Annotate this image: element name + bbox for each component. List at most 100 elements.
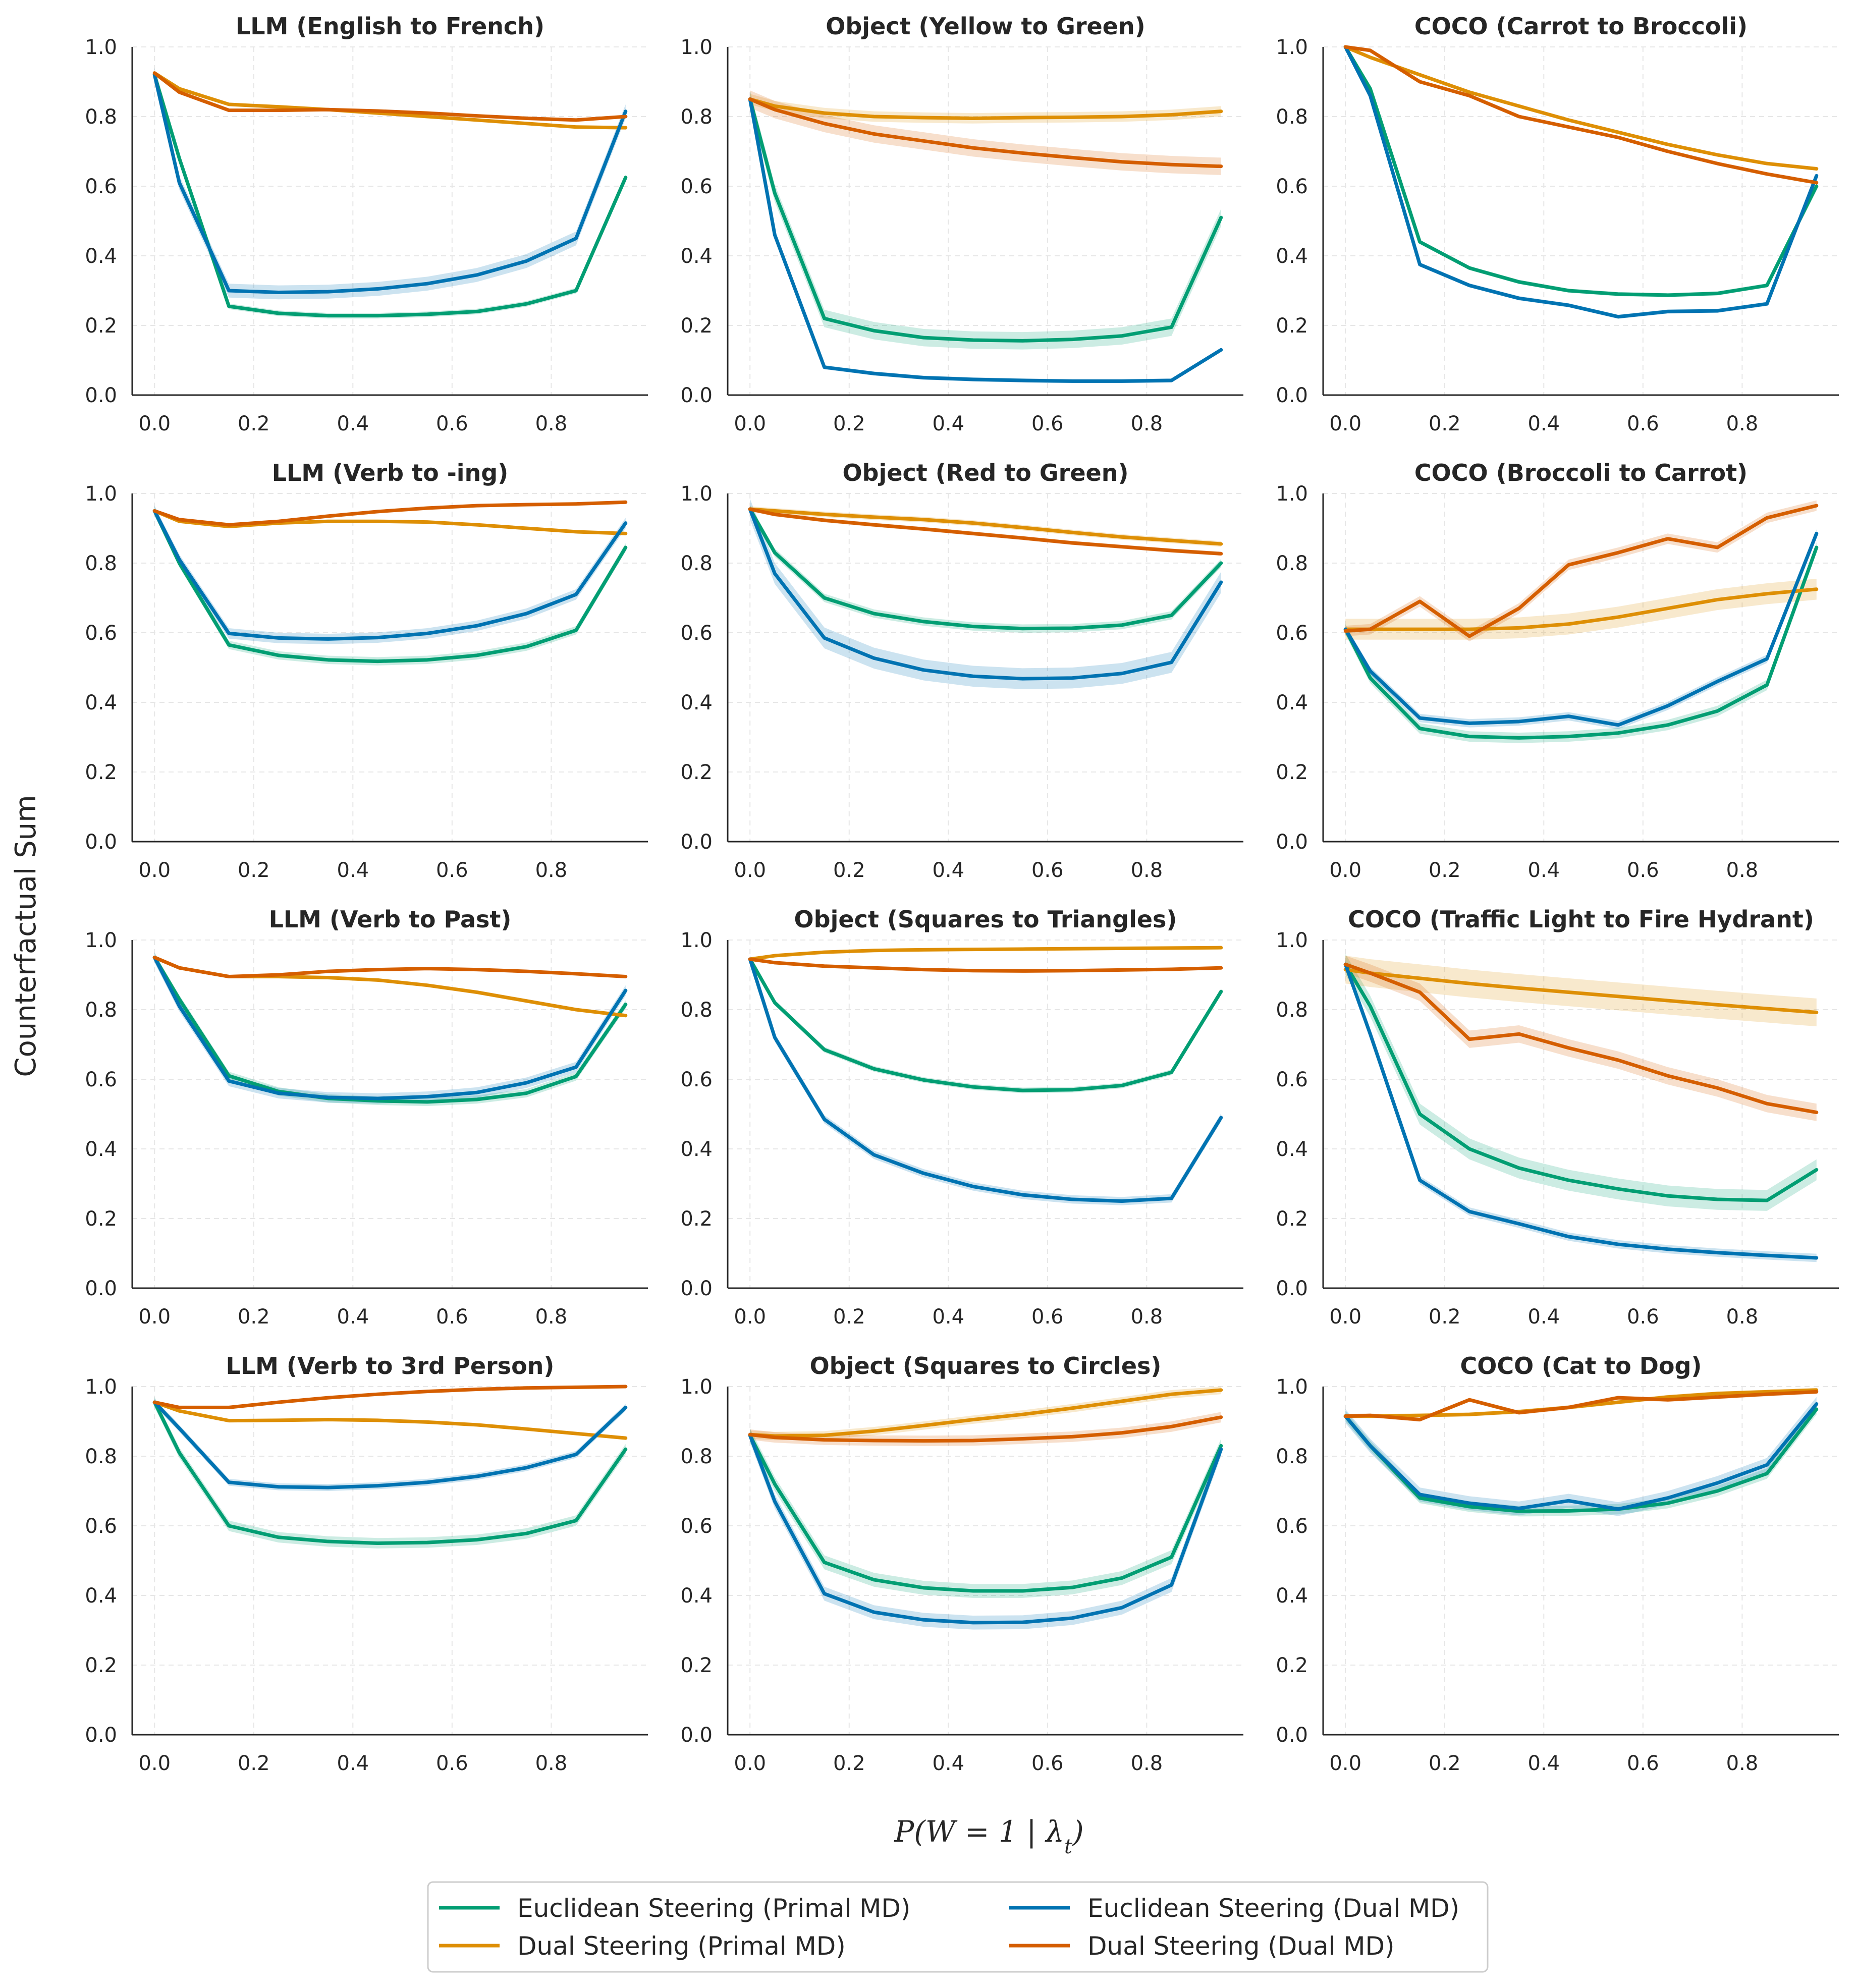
x-tick-label: 0.2 <box>833 859 865 882</box>
x-tick-label: 0.6 <box>436 1305 468 1329</box>
x-tick-label: 0.8 <box>535 1752 568 1775</box>
y-tick-label: 0.6 <box>85 1068 117 1091</box>
panel-object-red-to-green: 0.0 0.2 0.4 0.6 0.8 1.0 0.0 0.2 0.4 0.6 0.8 Object … <box>680 459 1243 882</box>
series-line-euclidean-steering-dual-md <box>748 1433 1223 1625</box>
x-tick-label: 0.6 <box>436 1752 468 1775</box>
y-tick-label: 0.4 <box>1276 1584 1308 1608</box>
panel-llm-english-to-french: 0.0 0.2 0.4 0.6 0.8 1.0 0.0 0.2 0.4 0.6 0.8 LLM (En… <box>85 13 648 435</box>
series-line-euclidean-steering-dual-md <box>152 73 628 294</box>
x-tick-label: 0.8 <box>1131 859 1163 882</box>
x-tick-label: 0.0 <box>734 412 766 435</box>
x-tick-label: 0.6 <box>1031 1752 1064 1775</box>
x-tick-label: 0.4 <box>337 859 369 882</box>
y-tick-label: 1.0 <box>85 929 117 952</box>
y-tick-label: 0.8 <box>85 999 117 1022</box>
series-line-dual-steering-primal-md <box>152 956 628 1018</box>
y-tick-label: 0.6 <box>1276 622 1308 645</box>
series-line-dual-steering-dual-md <box>152 500 628 527</box>
y-tick-label: 0.4 <box>680 1138 713 1161</box>
series-line-euclidean-steering-primal-md <box>748 507 1223 631</box>
panel-title: LLM (English to French) <box>236 13 544 40</box>
legend-frame <box>427 1881 1489 1973</box>
legend-label-dual-primal: Dual Steering (Primal MD) <box>517 1931 846 1961</box>
x-tick-label: 0.8 <box>1131 1752 1163 1775</box>
x-tick-label: 0.2 <box>238 412 270 435</box>
panel-title: LLM (Verb to 3rd Person) <box>226 1352 555 1379</box>
y-tick-label: 0.4 <box>85 691 117 714</box>
y-tick-label: 1.0 <box>680 1375 713 1399</box>
y-tick-label: 0.6 <box>680 1515 713 1538</box>
y-tick-label: 0.0 <box>1276 1724 1308 1747</box>
series-line-dual-steering-primal-md <box>1343 45 1819 171</box>
panel-coco-broccoli-to-carrot: 0.0 0.2 0.4 0.6 0.8 1.0 0.0 0.2 0.4 0.6 0.8 COCO (B… <box>1276 459 1839 882</box>
y-tick-label: 0.4 <box>1276 691 1308 714</box>
y-tick-label: 0.6 <box>1276 1515 1308 1538</box>
band-euclidean-steering-primal-md <box>750 956 1221 1093</box>
x-tick-label: 0.8 <box>1726 1305 1759 1329</box>
band-dual-steering-primal-md <box>1345 956 1817 1027</box>
legend-label-dual-dual: Dual Steering (Dual MD) <box>1087 1931 1395 1961</box>
y-tick-label: 0.8 <box>85 552 117 575</box>
series-line-euclidean-steering-dual-md <box>1343 45 1819 319</box>
series-line-dual-steering-primal-md <box>1343 968 1819 1015</box>
band-dual-steering-dual-md <box>154 1387 626 1409</box>
y-tick-label: 0.6 <box>85 1515 117 1538</box>
y-tick-label: 1.0 <box>85 36 117 59</box>
x-tick-label: 0.8 <box>1131 1305 1163 1329</box>
y-tick-label: 0.0 <box>85 384 117 407</box>
panel-title: COCO (Carrot to Broccoli) <box>1414 13 1748 40</box>
band-euclidean-steering-dual-md <box>750 1428 1221 1630</box>
x-tick-label: 0.4 <box>337 1305 369 1329</box>
y-tick-label: 0.6 <box>680 1068 713 1091</box>
series-line-dual-steering-primal-md <box>152 1400 628 1440</box>
x-tick-label: 0.2 <box>238 1305 270 1329</box>
x-tick-label: 0.8 <box>1726 412 1759 435</box>
x-tick-label: 0.6 <box>436 859 468 882</box>
y-tick-label: 0.4 <box>680 691 713 714</box>
x-tick-label: 0.4 <box>337 1752 369 1775</box>
x-tick-label: 0.6 <box>1031 1305 1064 1329</box>
y-tick-label: 0.0 <box>680 831 713 854</box>
y-tick-label: 1.0 <box>680 36 713 59</box>
series-line-dual-steering-dual-md <box>748 507 1223 556</box>
x-tick-label: 0.2 <box>1429 1752 1461 1775</box>
x-tick-label: 0.4 <box>1527 412 1560 435</box>
y-tick-label: 0.6 <box>680 622 713 645</box>
band-dual-steering-dual-md <box>750 1412 1221 1446</box>
x-tick-label: 0.4 <box>1527 1305 1560 1329</box>
x-tick-label: 0.0 <box>1329 1752 1361 1775</box>
series-line-euclidean-steering-primal-md <box>1343 45 1819 297</box>
x-tick-label: 0.4 <box>932 859 964 882</box>
x-tick-label: 0.0 <box>138 412 171 435</box>
x-tick-label: 0.8 <box>535 1305 568 1329</box>
x-tick-label: 0.0 <box>1329 1305 1361 1329</box>
y-tick-label: 0.4 <box>1276 1138 1308 1161</box>
y-tick-label: 0.2 <box>680 1654 713 1677</box>
y-tick-label: 0.8 <box>1276 552 1308 575</box>
series-line-dual-steering-dual-md <box>152 1385 628 1409</box>
y-tick-label: 0.8 <box>1276 999 1308 1022</box>
y-tick-label: 1.0 <box>1276 929 1308 952</box>
x-tick-label: 0.2 <box>238 859 270 882</box>
x-tick-label: 0.2 <box>1429 412 1461 435</box>
x-tick-label: 0.2 <box>1429 859 1461 882</box>
x-tick-label: 0.2 <box>1429 1305 1461 1329</box>
series-line-euclidean-steering-dual-md <box>152 1400 628 1489</box>
y-tick-label: 0.8 <box>680 105 713 129</box>
series-line-dual-steering-primal-md <box>748 1388 1223 1438</box>
y-tick-label: 0.6 <box>680 175 713 198</box>
panel-title: Object (Yellow to Green) <box>826 13 1145 40</box>
series-line-dual-steering-dual-md <box>748 97 1223 169</box>
panel-title: Object (Squares to Circles) <box>810 1352 1162 1379</box>
panel-coco-cat-to-dog: 0.0 0.2 0.4 0.6 0.8 1.0 0.0 0.2 0.4 0.6 0.8 COCO (C… <box>1276 1352 1839 1775</box>
x-tick-label: 0.4 <box>1527 859 1560 882</box>
panel-title: LLM (Verb to Past) <box>269 906 512 933</box>
band-dual-steering-primal-md <box>1345 579 1817 640</box>
series-line-dual-steering-primal-md <box>748 507 1223 546</box>
legend-item-dual-dual: Dual Steering (Dual MD) <box>1009 1931 1395 1961</box>
x-tick-label: 0.0 <box>1329 859 1361 882</box>
x-tick-label: 0.6 <box>1627 412 1659 435</box>
y-tick-label: 0.6 <box>1276 175 1308 198</box>
y-tick-label: 0.0 <box>680 384 713 407</box>
x-tick-label: 0.0 <box>734 859 766 882</box>
